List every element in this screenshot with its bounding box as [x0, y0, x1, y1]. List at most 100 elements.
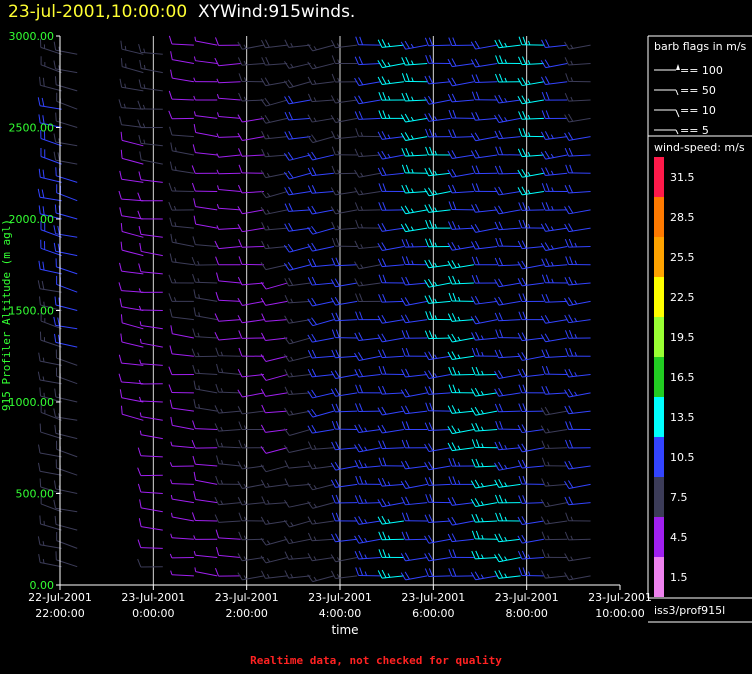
- barb-feather: [168, 110, 173, 119]
- wind-barb: [401, 531, 428, 541]
- barb-staff: [121, 290, 144, 293]
- barb-half-feather: [410, 208, 414, 213]
- barb-feather: [470, 388, 476, 397]
- barb-feather: [138, 79, 142, 88]
- barb-feather: [38, 205, 41, 214]
- barb-half-feather: [527, 98, 531, 103]
- barb-feather: [405, 164, 410, 174]
- barb-half-feather: [194, 36, 197, 42]
- barb-half-feather: [143, 84, 146, 89]
- wind-barb: [284, 294, 311, 304]
- barb-half-feather: [387, 153, 391, 158]
- barb-staff: [241, 410, 264, 415]
- barb-feather: [284, 187, 290, 196]
- barb-feather: [138, 518, 142, 527]
- barb-feather: [568, 314, 574, 323]
- barb-feather: [284, 96, 290, 105]
- barb-half-feather: [217, 112, 220, 117]
- barb-feather: [377, 425, 383, 434]
- barb-feather: [137, 483, 142, 493]
- barb-feather: [474, 149, 480, 158]
- barb-feather: [521, 424, 527, 433]
- barb-feather: [307, 206, 313, 215]
- wind-barb: [170, 494, 194, 504]
- wind-barb: [471, 439, 498, 449]
- barb-feather: [288, 111, 294, 120]
- barb-feather: [307, 501, 314, 509]
- barb-half-feather: [411, 188, 414, 193]
- barb-feather: [265, 56, 270, 66]
- barb-feather: [498, 479, 504, 488]
- barb-feather: [521, 277, 527, 286]
- barb-staff: [265, 465, 288, 473]
- barb-feather: [237, 57, 243, 66]
- barb-half-feather: [139, 430, 142, 435]
- barb-half-feather: [547, 444, 550, 449]
- barb-feather: [283, 336, 290, 345]
- barb-half-feather: [434, 373, 438, 378]
- wind-barb: [283, 354, 311, 362]
- barb-feather: [119, 170, 123, 180]
- barb-feather: [355, 293, 360, 302]
- barb-feather: [311, 297, 317, 306]
- barb-feather: [404, 388, 410, 397]
- barb-feather: [541, 440, 546, 449]
- barb-feather: [331, 39, 336, 48]
- barb-feather: [471, 91, 476, 100]
- barb-feather: [354, 111, 360, 120]
- barb-feather: [57, 225, 60, 235]
- barb-feather: [474, 315, 480, 324]
- barb-feather: [261, 496, 266, 505]
- barb-feather: [307, 390, 313, 399]
- barb-feather: [120, 40, 123, 50]
- barb-half-feather: [170, 441, 173, 446]
- barb-half-feather: [143, 139, 146, 144]
- barb-staff: [140, 233, 163, 238]
- wind-barb: [424, 259, 451, 269]
- barb-feather: [237, 224, 243, 232]
- barb-feather: [565, 164, 570, 174]
- barb-feather: [427, 95, 434, 104]
- wind-barb: [192, 420, 218, 430]
- barb-feather: [283, 171, 290, 180]
- wind-barb: [139, 242, 163, 257]
- barb-staff: [195, 336, 218, 339]
- barb-half-feather: [387, 573, 391, 578]
- wind-barb: [448, 549, 474, 559]
- barb-feather: [521, 148, 527, 157]
- barb-half-feather: [360, 132, 364, 137]
- wind-barb: [261, 130, 288, 140]
- barb-half-feather: [387, 535, 391, 540]
- barb-feather: [522, 202, 527, 211]
- wind-barb: [283, 519, 311, 528]
- wind-barb: [260, 537, 288, 546]
- barb-feather: [120, 241, 123, 251]
- barb-feather: [214, 37, 220, 46]
- wind-barb: [215, 256, 241, 266]
- barb-staff: [39, 196, 62, 202]
- barb-feather: [522, 128, 527, 137]
- wind-barb: [564, 132, 591, 141]
- wind-barb: [38, 553, 62, 568]
- barb-feather: [237, 406, 243, 415]
- barb-feather: [400, 132, 406, 141]
- barb-half-feather: [434, 281, 438, 286]
- wind-barb: [192, 236, 218, 247]
- wind-barb: [331, 165, 358, 175]
- barb-staff: [39, 360, 62, 366]
- barb-feather: [191, 348, 196, 357]
- barb-feather: [260, 78, 267, 86]
- barb-feather: [53, 242, 57, 252]
- barb-half-feather: [173, 297, 177, 302]
- barb-feather: [452, 292, 457, 302]
- barb-half-feather: [58, 46, 61, 51]
- barb-feather: [260, 281, 267, 290]
- wind-barb: [400, 205, 428, 215]
- barb-feather: [424, 535, 430, 544]
- barb-staff: [171, 98, 194, 101]
- wind-barb: [38, 168, 62, 183]
- barb-feather: [544, 223, 550, 232]
- barb-feather: [540, 151, 547, 160]
- barb-feather: [424, 330, 430, 339]
- barb-half-feather: [547, 461, 550, 466]
